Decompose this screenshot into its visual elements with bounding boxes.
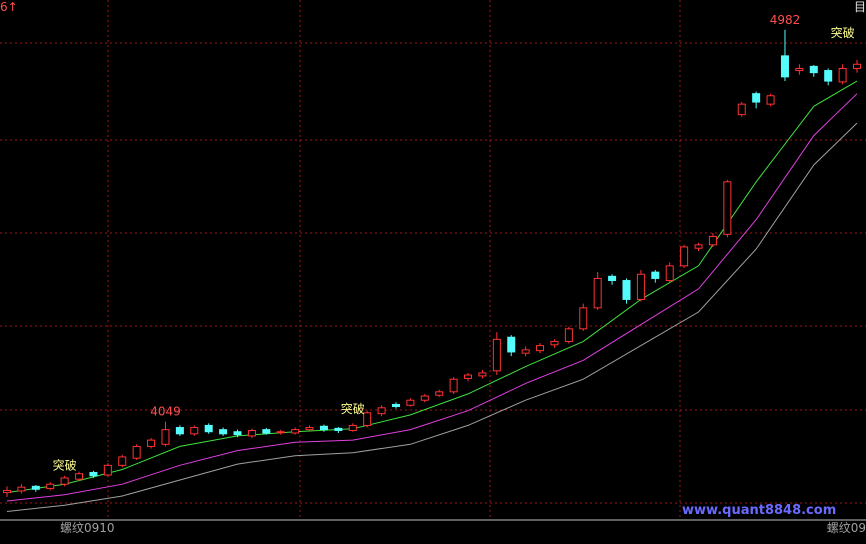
candle-body — [233, 431, 242, 436]
candle-body — [521, 349, 530, 354]
candle-body — [377, 407, 386, 415]
candle-body — [449, 378, 458, 393]
candle-body — [795, 67, 804, 72]
grid — [0, 0, 866, 520]
candle-body — [752, 93, 761, 103]
candle-body — [118, 456, 127, 466]
top-left-label: 6↑ — [0, 0, 18, 14]
candle-body — [305, 427, 314, 431]
ma-line — [6, 122, 858, 512]
candle-body — [680, 246, 689, 267]
candle-body — [853, 63, 861, 69]
candle-body — [435, 391, 444, 396]
candle-body — [536, 345, 545, 352]
candle-body — [708, 235, 717, 246]
high-label: 4982 — [770, 13, 801, 27]
candle-body — [204, 424, 213, 433]
candle-body — [391, 403, 400, 408]
candle-body — [838, 67, 847, 83]
candle-body — [89, 471, 98, 477]
candle-body — [348, 424, 357, 431]
candle-body — [161, 429, 170, 445]
annotation: 突破 — [53, 458, 77, 473]
candle-body — [737, 103, 746, 116]
candle-body — [420, 395, 429, 401]
candle-body — [809, 65, 818, 74]
candle-body — [190, 427, 199, 435]
candle-body — [17, 486, 26, 492]
annotation: 突破 — [831, 25, 855, 40]
candle-body — [651, 271, 660, 279]
candle-body — [622, 280, 631, 300]
candle-body — [334, 427, 343, 431]
candle-body — [175, 427, 184, 435]
symbol-label: 螺纹0910 — [60, 521, 115, 535]
candle-body — [60, 477, 69, 485]
candle-body — [694, 244, 703, 249]
candle-body — [665, 265, 674, 282]
candle-body — [46, 483, 55, 489]
candle-body — [579, 307, 588, 330]
candle-body — [147, 439, 156, 447]
ma-line — [6, 93, 858, 502]
candle-body — [406, 399, 415, 406]
candle-body — [478, 372, 487, 377]
candle-body — [132, 445, 141, 459]
symbol-label-right: 螺纹09 — [827, 521, 866, 535]
candle-body — [492, 338, 501, 372]
candle-body — [608, 275, 617, 282]
candle-body — [319, 425, 328, 431]
top-right-label: 目 — [854, 0, 866, 14]
candle-body — [464, 374, 473, 379]
candle-body — [780, 55, 789, 78]
candle-body — [262, 429, 271, 434]
candle-body — [824, 70, 833, 82]
candle-body — [723, 181, 732, 235]
candle-body — [550, 340, 559, 346]
candle-body — [636, 273, 645, 300]
candle-body — [103, 464, 112, 476]
candle-body — [507, 336, 516, 353]
candle-body — [363, 412, 372, 426]
candle-body — [3, 490, 11, 494]
candle-body — [593, 277, 602, 309]
ma-line — [6, 80, 858, 494]
candle-body — [564, 328, 573, 342]
candle-body — [247, 429, 256, 437]
candle-body — [766, 95, 775, 105]
candle-body — [291, 429, 300, 434]
candle-body — [219, 429, 228, 435]
annotation: 突破 — [341, 401, 365, 416]
high-label: 4049 — [150, 405, 181, 419]
candle-body — [31, 485, 40, 490]
watermark: www.quant8848.com — [682, 503, 836, 518]
candle-body — [75, 473, 84, 480]
candle-body — [276, 431, 285, 434]
